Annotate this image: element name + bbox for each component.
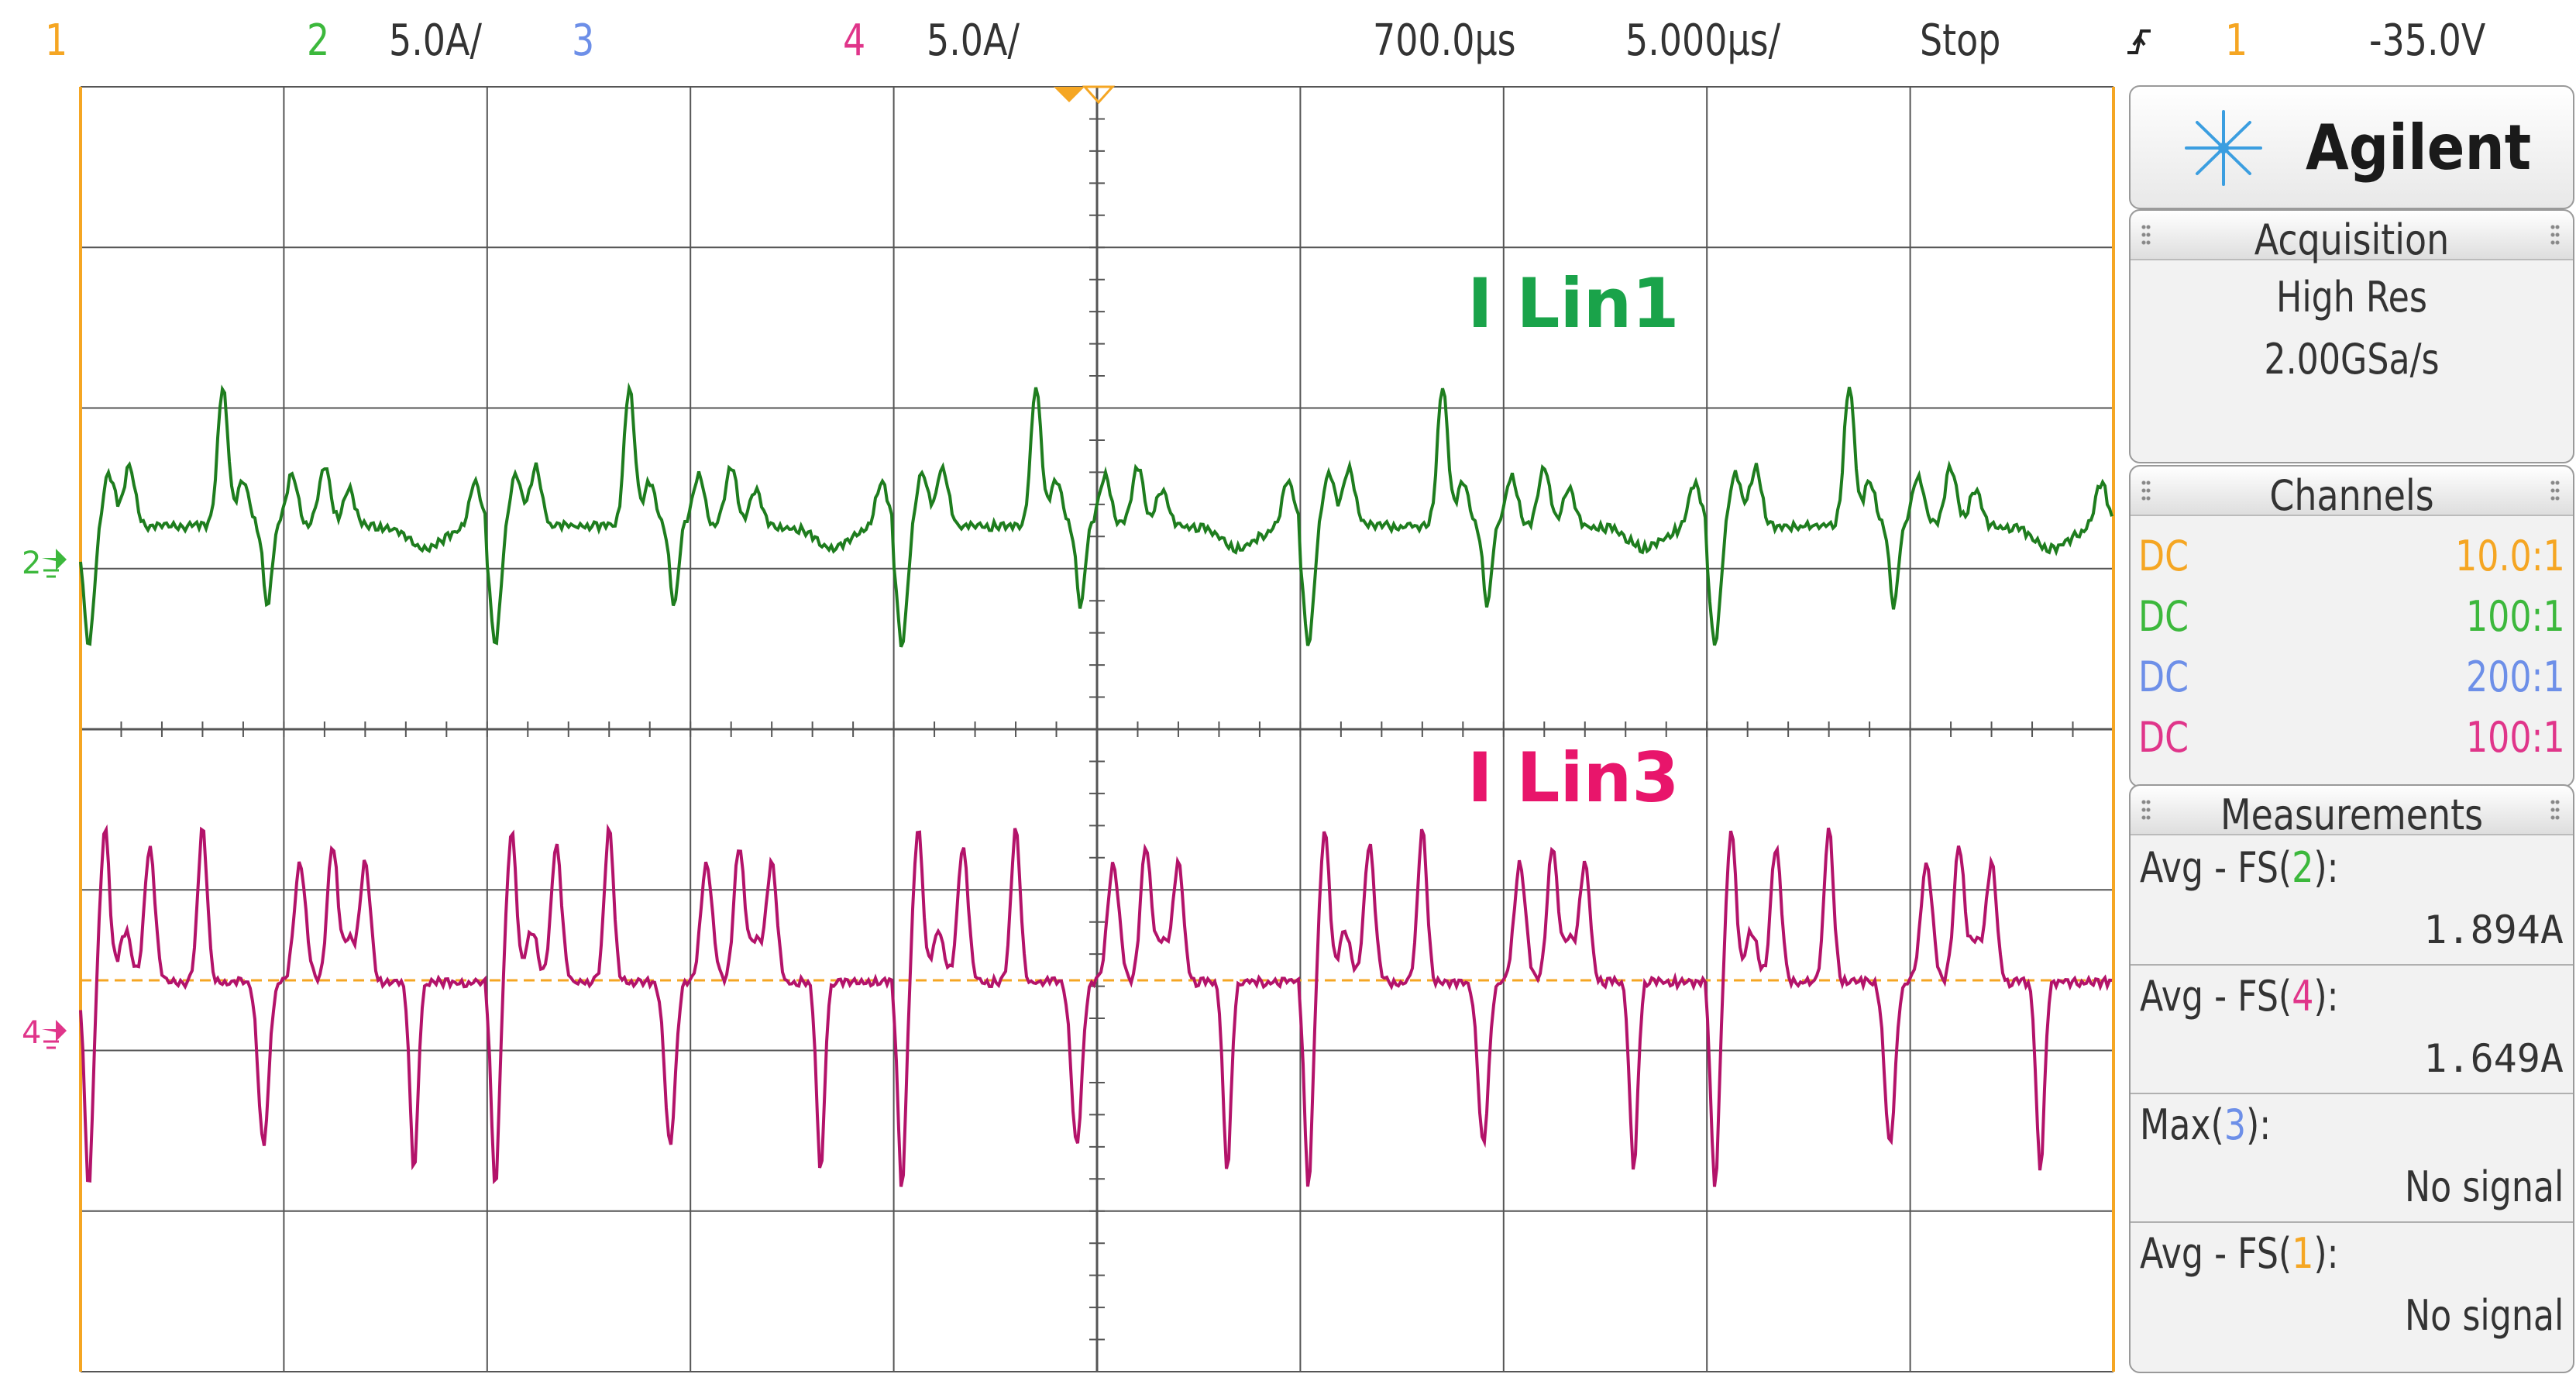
channel-4-indicator[interactable]: 4	[843, 15, 866, 66]
time-offset[interactable]: 700.0µs	[1373, 15, 1516, 66]
channel-1-probe-ratio: 10.0:1	[2455, 532, 2565, 580]
channel-4-scale[interactable]: 5.0A/	[927, 15, 1020, 66]
channel-2-indicator[interactable]: 2	[307, 15, 330, 66]
trigger-edge-icon	[2127, 29, 2151, 54]
channels-section[interactable]: Channels DC 10.0:1 DC 100:1 DC 200:1 DC 100:1	[2129, 465, 2574, 787]
trigger-source[interactable]: 1	[2225, 15, 2248, 66]
measurement-label[interactable]: Avg - FS(4):	[2140, 972, 2339, 1021]
measurement-channel: 3	[2223, 1100, 2247, 1149]
acquisition-section[interactable]: Acquisition High Res 2.00GSa/s	[2129, 209, 2574, 463]
measurement-channel: 1	[2292, 1229, 2314, 1278]
channel-2-probe-ratio: 100:1	[2466, 592, 2565, 641]
measurement-label[interactable]: Avg - FS(2):	[2140, 843, 2339, 892]
waveform-display[interactable]: 2 4	[0, 84, 2123, 1374]
channel-2-coupling: DC	[2138, 592, 2189, 641]
measurement-channel: 4	[2292, 972, 2314, 1021]
time-scale[interactable]: 5.000µs/	[1625, 15, 1781, 66]
trigger-position-marker[interactable]	[1054, 85, 1116, 105]
channel-4-coupling: DC	[2138, 713, 2189, 762]
brand-name: Agilent	[2306, 112, 2532, 184]
measurement-divider	[2131, 964, 2573, 966]
measurements-section[interactable]: Measurements Avg - FS(2): 1.894A Avg - FS(…	[2129, 784, 2574, 1373]
graticule	[79, 86, 2115, 1372]
channels-title: Channels	[2269, 471, 2434, 520]
measurement-value: 1.649A	[2423, 1036, 2564, 1081]
measurement-value: No signal	[2404, 1291, 2564, 1340]
channel-1-indicator[interactable]: 1	[45, 15, 68, 66]
channel-4-marker-label: 4	[22, 1015, 41, 1051]
channel-3-indicator[interactable]: 3	[572, 15, 595, 66]
channel-4-probe-ratio: 100:1	[2466, 713, 2565, 762]
channel-2-ground-marker[interactable]: 2	[22, 546, 67, 581]
run-state[interactable]: Stop	[1920, 15, 2001, 66]
channel-3-probe-ratio: 200:1	[2466, 653, 2565, 701]
channel-4-ground-marker[interactable]: 4	[22, 1015, 67, 1051]
agilent-spark-icon	[2185, 110, 2262, 186]
measurement-label[interactable]: Avg - FS(1):	[2140, 1229, 2339, 1278]
measurement-value: No signal	[2404, 1162, 2564, 1211]
measurement-channel: 2	[2292, 843, 2314, 892]
channel-3-coupling: DC	[2138, 653, 2189, 701]
acquisition-rate: 2.00GSa/s	[2264, 335, 2440, 384]
channel-2-waveform	[79, 382, 2113, 648]
brand-box: Agilent	[2129, 85, 2574, 209]
trigger-level[interactable]: -35.0V	[2369, 15, 2486, 66]
channel-4-waveform	[79, 823, 2113, 1187]
scope-status-bar: 1 2 5.0A/ 3 4 5.0A/ 700.0µs 5.000µs/ Sto…	[0, 0, 2576, 84]
measurement-divider	[2131, 1093, 2573, 1094]
measurement-value: 1.894A	[2423, 907, 2564, 952]
channel-2-waveform-label: I Lin1	[1467, 263, 1680, 343]
channel-1-coupling: DC	[2138, 532, 2189, 580]
channel-2-marker-label: 2	[22, 546, 41, 581]
side-panel: Agilent Acquisition High Res 2.00GSa/s C…	[2129, 85, 2574, 1373]
measurement-label[interactable]: Max(3):	[2140, 1100, 2272, 1149]
measurement-divider	[2131, 1221, 2573, 1223]
acquisition-title: Acquisition	[2254, 215, 2450, 264]
channel-4-waveform-label: I Lin3	[1467, 738, 1680, 818]
measurements-title: Measurements	[2220, 790, 2484, 839]
acquisition-mode: High Res	[2276, 273, 2427, 322]
channel-2-scale[interactable]: 5.0A/	[389, 15, 482, 66]
